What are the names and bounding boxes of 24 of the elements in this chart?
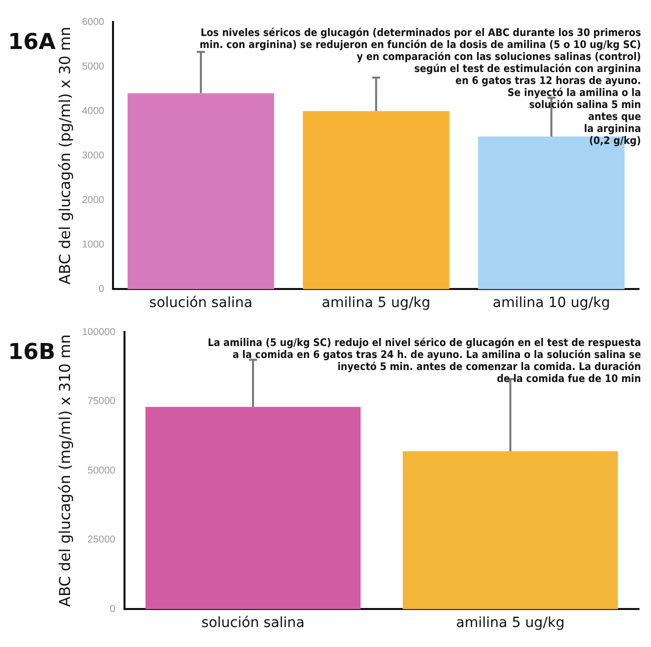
x-tick-label: amilina 5 ug/kg (456, 615, 565, 632)
y-tick-label: 50000 (88, 465, 116, 476)
y-tick-label: 2000 (82, 194, 105, 206)
y-tick-label: 75000 (88, 396, 116, 408)
x-tick-label: amilina 10 ug/kg (492, 295, 610, 312)
text: 16B (8, 340, 56, 365)
y-tick-label: 6000 (82, 16, 105, 28)
x-tick-label: solución salina (149, 295, 252, 312)
y-tick-label: 3000 (82, 150, 105, 162)
y-axis-title: ABC del glucagón (pg/ml) x 30 mn (56, 26, 74, 284)
bar (128, 93, 274, 290)
y-axis-title: ABC del glucagón (mg/ml) x 310 mn (56, 334, 74, 607)
y-tick-label: 5000 (82, 61, 105, 72)
y-tick-label: 100000 (82, 326, 116, 338)
y-tick-label: 4000 (82, 106, 105, 117)
x-tick-label: amilina 5 ug/kg (322, 295, 430, 312)
x-tick-label: solución salina (201, 615, 305, 632)
y-tick-label: 0 (98, 284, 105, 295)
y-tick-label: 1000 (82, 239, 105, 250)
y-tick-label: 0 (110, 604, 116, 615)
annotation: La amilina (5 ug/kg SC) redujo el nivel sérico de glucagón en el test de respuesta a la comida en 6 gatos tras 24 h. de ayuno. La amilina o la solución salina se inyectó 5 min. antes de comenzar la comida. La duración de la comida fue de 10 min (208, 336, 641, 385)
y-tick-label: 25000 (88, 534, 116, 546)
text: 16A (8, 30, 56, 55)
bar (302, 111, 450, 290)
